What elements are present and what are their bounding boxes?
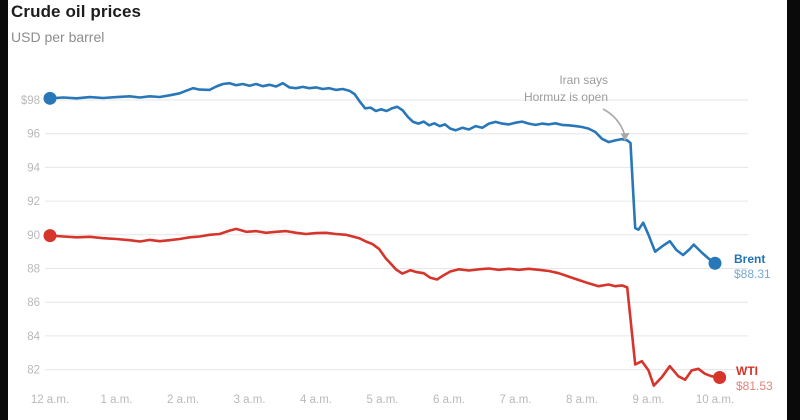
letterbox-bar-right (787, 0, 800, 420)
letterbox-bar-left (0, 0, 8, 420)
x-tick-label: 7 a.m. (500, 394, 532, 406)
brent-start-dot (43, 91, 57, 105)
y-tick-label: 90 (27, 230, 40, 242)
x-tick-label: 2 a.m. (167, 394, 199, 406)
chart-subtitle: USD per barrel (11, 29, 105, 45)
y-tick-label: 86 (27, 297, 40, 309)
x-tick-label: 6 a.m. (433, 394, 465, 406)
wti-end-dot (713, 371, 727, 385)
y-tick-label: 82 (27, 365, 40, 377)
annotation-arrowhead (620, 133, 630, 141)
brent-series-name: Brent (734, 252, 766, 266)
brent-line (48, 81, 717, 265)
x-tick-label: 1 a.m. (101, 394, 133, 406)
annotation-line-1: Iran says (559, 73, 608, 87)
x-tick-label: 9 a.m. (633, 394, 665, 406)
wti-series-label: WTI $81.53 (736, 364, 773, 394)
annotation-line-2: Hormuz is open (523, 90, 608, 104)
wti-series-name: WTI (736, 364, 758, 378)
x-tick-label: 8 a.m. (566, 394, 598, 406)
chart-title: Crude oil prices (11, 2, 142, 21)
x-tick-label: 12 a.m. (31, 394, 69, 406)
brent-series-label: Brent $88.31 (734, 252, 771, 282)
brent-end-dot (708, 256, 722, 270)
y-tick-label: 84 (27, 331, 40, 343)
y-tick-label: 88 (27, 264, 40, 276)
brent-series-value: $88.31 (734, 267, 771, 281)
annotation-text: Iran says Hormuz is open (460, 72, 608, 106)
x-tick-label: 4 a.m. (300, 394, 332, 406)
wti-series-value: $81.53 (736, 379, 773, 393)
wti-line (48, 227, 722, 387)
x-tick-label: 10 a.m. (696, 394, 734, 406)
y-tick-label: 94 (27, 162, 40, 174)
x-tick-label: 3 a.m. (234, 394, 266, 406)
y-tick-label: $98 (21, 95, 40, 107)
wti-start-dot (43, 229, 57, 243)
y-tick-label: 96 (27, 129, 40, 141)
annotation-arrow (602, 108, 626, 137)
y-tick-label: 92 (27, 196, 40, 208)
x-tick-label: 5 a.m. (367, 394, 399, 406)
